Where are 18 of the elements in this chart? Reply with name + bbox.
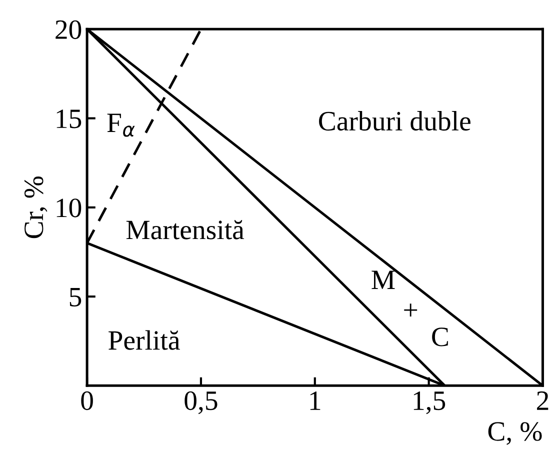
annotation: C [432, 328, 448, 346]
annotation: Perlită [108, 330, 180, 350]
x-tick-label: 0 [81, 391, 93, 410]
x-axis-title: C, % [488, 422, 542, 445]
y-tick-label: 10 [56, 198, 82, 218]
y-tick-label: 5 [70, 288, 82, 306]
annotation: Martensită [126, 220, 244, 240]
y-tick-label: 20 [56, 20, 82, 40]
annotation: M [372, 270, 395, 289]
x-tick-label: 1,5 [414, 391, 446, 414]
y-axis-title: Cr, % [24, 176, 48, 238]
x-tick-label: 1 [310, 391, 320, 410]
x-tick-label: 2 [537, 391, 548, 410]
annotation: + [404, 304, 418, 317]
annotation: Carburi duble [319, 111, 470, 131]
y-tick-label: 15 [56, 110, 82, 128]
x-tick-label: 0,5 [184, 391, 218, 414]
annotation: F$_{α}$ [107, 114, 135, 137]
